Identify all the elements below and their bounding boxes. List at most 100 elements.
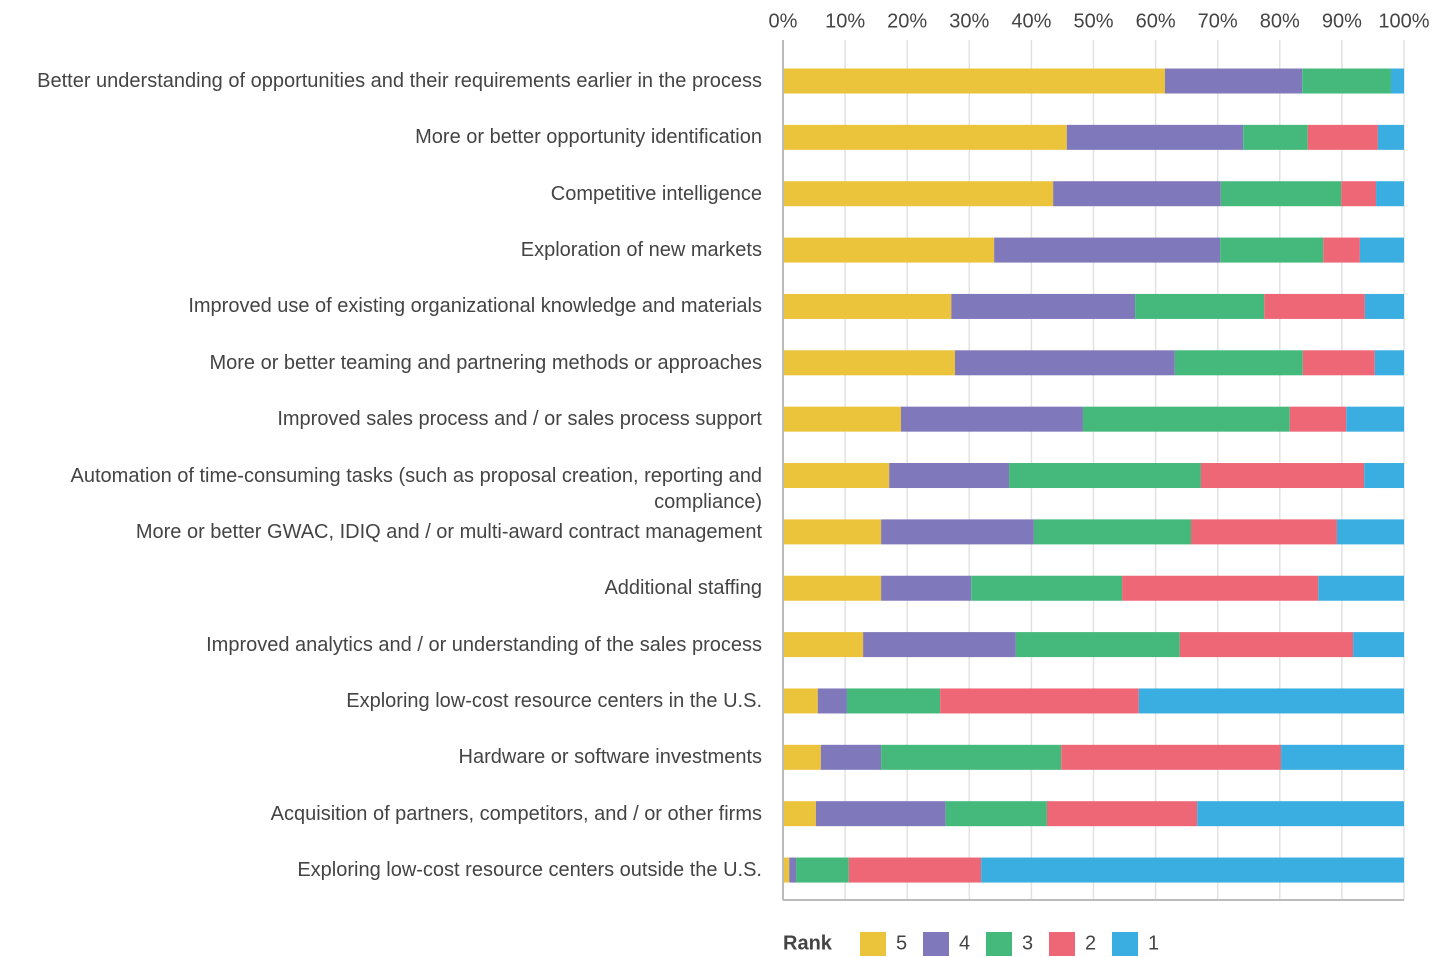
bar-segment: [783, 801, 816, 827]
category-label: Exploration of new markets: [520, 239, 762, 262]
legend-label: 4: [959, 932, 970, 954]
bar-segment: [863, 632, 1016, 658]
bar-segment: [1289, 406, 1347, 432]
x-tick-label: 90%: [1322, 10, 1362, 32]
x-tick-label: 0%: [769, 10, 798, 32]
bar-segment: [1135, 293, 1265, 319]
bar-segment: [881, 519, 1034, 545]
bar-segment: [783, 857, 790, 883]
bar-segment: [1336, 519, 1404, 545]
bar-segment: [1138, 688, 1404, 714]
bar-segment: [1082, 406, 1290, 432]
legend-swatch: [1049, 932, 1075, 956]
bar-segment: [1307, 124, 1378, 150]
x-tick-label: 50%: [1073, 10, 1113, 32]
legend-label: 5: [896, 932, 907, 954]
category-label: Automation of time-consuming tasks (such…: [70, 464, 762, 513]
bar-segment: [1009, 463, 1201, 489]
bar-segment: [783, 519, 882, 545]
category-label: Hardware or software investments: [458, 746, 762, 769]
bar-segment: [1220, 237, 1324, 263]
bar-segment: [1359, 237, 1404, 263]
bar-segment: [1341, 181, 1377, 207]
x-tick-label: 40%: [1011, 10, 1051, 32]
bar-segment: [1374, 350, 1404, 376]
bar-segment: [1243, 124, 1308, 150]
bar-segment: [1164, 68, 1303, 94]
bar-segment: [815, 801, 946, 827]
bar-segment: [1376, 181, 1404, 207]
x-tick-label: 80%: [1260, 10, 1300, 32]
bar-segment: [1302, 350, 1375, 376]
bar-segment: [846, 688, 941, 714]
bar-segment: [900, 406, 1083, 432]
bar-segment: [1323, 237, 1360, 263]
bar-segment: [783, 293, 952, 319]
bar-segment: [789, 857, 797, 883]
bar-segment: [1220, 181, 1342, 207]
bar-segment: [994, 237, 1221, 263]
bar-segment: [820, 744, 882, 770]
bar-segment: [881, 744, 1062, 770]
category-label: Exploring low-cost resource centers outs…: [297, 859, 762, 882]
bar-segment: [1302, 68, 1391, 94]
bar-segment: [1122, 575, 1319, 601]
bar-segment: [783, 181, 1054, 207]
bar-segment: [1364, 463, 1404, 489]
bar-segment: [981, 857, 1404, 883]
bar-segment: [1053, 181, 1221, 207]
bar-segment: [783, 68, 1165, 94]
category-label: Improved use of existing organizational …: [188, 295, 762, 318]
bar-segment: [783, 744, 821, 770]
bar-segment: [783, 688, 818, 714]
bar-segment: [783, 237, 995, 263]
bar-segment: [1281, 744, 1404, 770]
bar-segment: [971, 575, 1123, 601]
bar-segment: [1353, 632, 1404, 658]
legend-title: Rank: [783, 932, 833, 954]
bar-segment: [1346, 406, 1404, 432]
bar-segment: [817, 688, 847, 714]
bar-segment: [848, 857, 982, 883]
legend-label: 3: [1022, 932, 1033, 954]
bar-segment: [1061, 744, 1282, 770]
category-label: More or better teaming and partnering me…: [209, 351, 762, 374]
category-label: Exploring low-cost resource centers in t…: [346, 689, 762, 712]
category-label: Acquisition of partners, competitors, an…: [270, 802, 762, 825]
bar-segment: [940, 688, 1139, 714]
x-tick-label: 70%: [1198, 10, 1238, 32]
bar-segment: [1197, 801, 1404, 827]
bar-segment: [783, 350, 956, 376]
legend-label: 1: [1148, 932, 1159, 954]
bar-segment: [1174, 350, 1303, 376]
category-label: Better understanding of opportunities an…: [37, 70, 762, 92]
legend-swatch: [860, 932, 886, 956]
bar-segment: [955, 350, 1175, 376]
category-label: Improved sales process and / or sales pr…: [277, 408, 762, 431]
bar-segment: [1318, 575, 1404, 601]
x-tick-label: 10%: [825, 10, 865, 32]
bar-segment: [1179, 632, 1354, 658]
category-label: More or better GWAC, IDIQ and / or multi…: [135, 520, 762, 543]
bar-segment: [1364, 293, 1404, 319]
bar-segment: [1264, 293, 1365, 319]
x-tick-label: 30%: [949, 10, 989, 32]
category-label: More or better opportunity identificatio…: [415, 126, 762, 149]
bar-segment: [951, 293, 1136, 319]
bar-segment: [1377, 124, 1404, 150]
x-tick-label: 100%: [1378, 10, 1429, 32]
bar-segment: [1190, 519, 1337, 545]
bar-segment: [1015, 632, 1180, 658]
bar-segment: [783, 632, 864, 658]
bar-segment: [881, 575, 972, 601]
legend-label: 2: [1085, 932, 1096, 954]
bar-segment: [889, 463, 1010, 489]
bar-segment: [1066, 124, 1244, 150]
legend-swatch: [923, 932, 949, 956]
bar-segment: [1390, 68, 1404, 94]
bar-segment: [1046, 801, 1198, 827]
bar-segment: [783, 575, 882, 601]
bar-segment: [945, 801, 1047, 827]
